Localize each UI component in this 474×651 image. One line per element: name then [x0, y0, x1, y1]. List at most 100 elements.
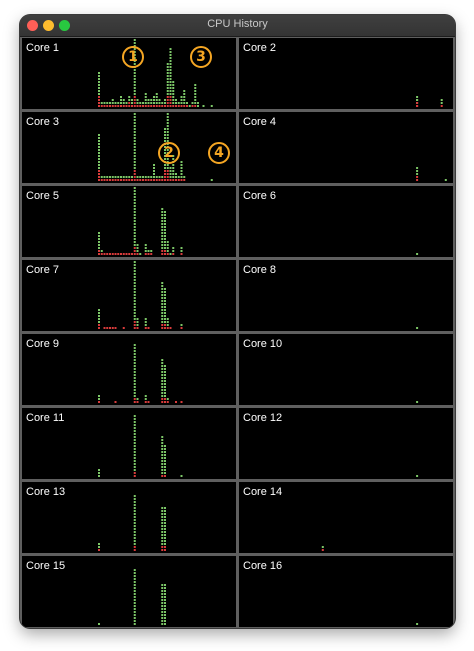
- user-usage-mark: [133, 543, 136, 545]
- user-usage-mark: [133, 501, 136, 503]
- minimize-button[interactable]: [43, 20, 54, 31]
- user-usage-mark: [161, 525, 164, 527]
- user-usage-mark: [150, 176, 153, 178]
- core-graph-7: Core 7: [22, 260, 236, 331]
- user-usage-mark: [161, 623, 164, 625]
- user-usage-mark: [164, 460, 166, 462]
- system-usage-mark: [103, 327, 106, 329]
- system-usage-mark: [136, 105, 139, 107]
- user-usage-mark: [183, 96, 186, 98]
- user-usage-mark: [161, 395, 164, 397]
- user-usage-mark: [109, 102, 111, 104]
- user-usage-mark: [98, 167, 100, 169]
- user-usage-mark: [164, 294, 166, 296]
- user-usage-mark: [161, 362, 164, 364]
- system-usage-mark: [166, 99, 169, 101]
- user-usage-mark: [161, 226, 164, 228]
- user-usage-mark: [133, 164, 136, 166]
- system-usage-mark: [136, 179, 139, 181]
- user-usage-mark: [161, 472, 164, 474]
- user-usage-mark: [164, 217, 166, 219]
- system-usage-mark: [142, 105, 144, 107]
- user-usage-mark: [144, 96, 147, 98]
- user-usage-mark: [161, 220, 164, 222]
- user-usage-mark: [133, 540, 136, 542]
- user-usage-mark: [169, 63, 172, 65]
- system-usage-mark: [133, 247, 136, 249]
- title-bar[interactable]: CPU History: [20, 15, 455, 37]
- user-usage-mark: [133, 457, 136, 459]
- user-usage-mark: [133, 241, 136, 243]
- user-usage-mark: [100, 102, 103, 104]
- user-usage-mark: [133, 187, 136, 189]
- user-usage-mark: [164, 386, 166, 388]
- system-usage-mark: [98, 549, 100, 551]
- system-usage-mark: [100, 253, 103, 255]
- user-usage-mark: [197, 102, 199, 104]
- user-usage-mark: [133, 196, 136, 198]
- user-usage-mark: [161, 531, 164, 533]
- core-label: Core 13: [26, 486, 66, 498]
- user-usage-mark: [180, 173, 183, 175]
- user-usage-mark: [166, 128, 169, 130]
- system-usage-mark: [175, 401, 177, 403]
- user-usage-mark: [164, 128, 166, 130]
- user-usage-mark: [166, 84, 169, 86]
- user-usage-mark: [133, 620, 136, 622]
- user-usage-mark: [161, 590, 164, 592]
- system-usage-mark: [172, 253, 175, 255]
- system-usage-mark: [321, 549, 324, 551]
- system-usage-mark: [166, 105, 169, 107]
- user-usage-mark: [111, 176, 114, 178]
- user-usage-mark: [144, 176, 147, 178]
- user-usage-mark: [166, 66, 169, 68]
- system-usage-mark: [164, 546, 166, 548]
- user-usage-mark: [103, 176, 106, 178]
- user-usage-mark: [133, 611, 136, 613]
- system-usage-mark: [114, 253, 117, 255]
- user-usage-mark: [133, 318, 136, 320]
- core-label: Core 2: [243, 42, 277, 54]
- user-usage-mark: [133, 463, 136, 465]
- user-usage-mark: [161, 365, 164, 367]
- user-usage-mark: [161, 507, 164, 509]
- system-usage-mark: [172, 105, 175, 107]
- close-button[interactable]: [27, 20, 38, 31]
- user-usage-mark: [133, 421, 136, 423]
- user-usage-mark: [164, 605, 166, 607]
- user-usage-mark: [164, 164, 166, 166]
- user-usage-mark: [128, 99, 131, 101]
- user-usage-mark: [133, 380, 136, 382]
- user-usage-mark: [180, 102, 183, 104]
- user-usage-mark: [172, 250, 175, 252]
- user-usage-mark: [164, 507, 166, 509]
- system-usage-mark: [133, 170, 136, 172]
- user-usage-mark: [133, 220, 136, 222]
- zoom-button[interactable]: [59, 20, 70, 31]
- user-usage-mark: [164, 472, 166, 474]
- user-usage-mark: [164, 102, 166, 104]
- user-usage-mark: [133, 214, 136, 216]
- user-usage-mark: [180, 161, 183, 163]
- system-usage-mark: [131, 253, 133, 255]
- user-usage-mark: [164, 451, 166, 453]
- user-usage-mark: [133, 264, 136, 266]
- cpu-usage-chart: [98, 39, 213, 107]
- user-usage-mark: [98, 247, 100, 249]
- system-usage-mark: [111, 253, 114, 255]
- user-usage-mark: [133, 158, 136, 160]
- user-usage-mark: [155, 102, 158, 104]
- user-usage-mark: [131, 99, 133, 101]
- system-usage-mark: [180, 401, 183, 403]
- user-usage-mark: [166, 78, 169, 80]
- user-usage-mark: [98, 241, 100, 243]
- user-usage-mark: [133, 90, 136, 92]
- user-usage-mark: [161, 214, 164, 216]
- cpu-usage-chart: [98, 495, 166, 551]
- user-usage-mark: [164, 448, 166, 450]
- system-usage-mark: [164, 179, 166, 181]
- user-usage-mark: [133, 436, 136, 438]
- user-usage-mark: [161, 371, 164, 373]
- user-usage-mark: [133, 223, 136, 225]
- system-usage-mark: [180, 253, 183, 255]
